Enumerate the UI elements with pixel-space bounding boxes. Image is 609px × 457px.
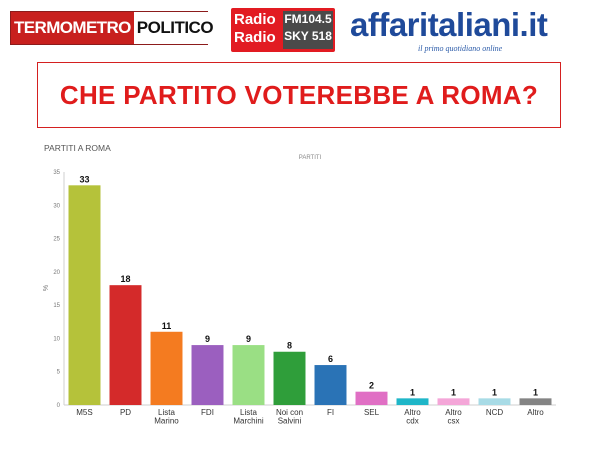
radio-radio-logo: Radio Radio FM104.5 SKY 518: [231, 8, 335, 52]
y-tick-label: 5: [57, 370, 61, 376]
termometro-politico-logo: TERMOMETRO POLITICO: [10, 11, 217, 45]
radio-line-1: Radio: [234, 11, 276, 28]
radio-radio-name: Radio Radio: [234, 11, 284, 47]
radio-freq-fm: FM104.5: [284, 12, 332, 26]
y-tick-label: 35: [53, 170, 60, 176]
x-tick-label: Altro: [527, 408, 544, 417]
x-tick-label: PD: [120, 408, 131, 417]
y-tick-label: 20: [53, 270, 60, 276]
data-label: 9: [246, 334, 251, 344]
data-label: 9: [205, 334, 210, 344]
chart-area: PARTITI A ROMA PARTITI% 0 5 10 15 20 25 30 35 33 M5…: [0, 138, 609, 457]
chart-title: PARTITI A ROMA: [44, 143, 111, 153]
bar: [150, 331, 183, 405]
bar: [109, 285, 142, 405]
data-label: 1: [451, 387, 456, 397]
bar-chart: PARTITI A ROMA PARTITI% 0 5 10 15 20 25 30 35 33 M5…: [43, 143, 556, 426]
affaritaliani-logo: affaritaliani.it il primo quotidiano onl…: [350, 6, 590, 56]
y-tick-label: 25: [53, 237, 60, 243]
x-tick-label: Noi con: [276, 408, 303, 417]
x-tick-label: Altro: [445, 408, 462, 417]
y-tick-label: 15: [53, 303, 60, 309]
bar: [478, 398, 511, 405]
radio-line-2: Radio: [234, 29, 276, 46]
data-label: 1: [533, 387, 538, 397]
x-tick-label: FI: [327, 408, 334, 417]
logo-part-termometro: TERMOMETRO: [11, 12, 134, 44]
bar: [355, 391, 388, 405]
radio-freq-sky: SKY 518: [284, 29, 332, 43]
x-tick-label: Lista: [158, 408, 175, 417]
data-label: 8: [287, 341, 292, 351]
bar: [273, 351, 306, 405]
data-label: 1: [410, 387, 415, 397]
bar: [519, 398, 552, 405]
data-label: 1: [492, 387, 497, 397]
data-label: 33: [79, 174, 89, 184]
data-label: 18: [120, 274, 130, 284]
x-tick-label: Lista: [240, 408, 257, 417]
affaritaliani-tagline: il primo quotidiano online: [418, 44, 503, 53]
x-tick-label: Marino: [154, 417, 179, 426]
y-tick-label: 0: [57, 403, 61, 409]
bar: [68, 185, 101, 405]
bar: [314, 365, 347, 405]
affaritaliani-name: affaritaliani.it: [350, 6, 548, 43]
bar: [437, 398, 470, 405]
y-tick-label: 30: [53, 203, 60, 209]
headline-box: CHE PARTITO VOTEREBBE A ROMA?: [37, 62, 561, 128]
headline-title: CHE PARTITO VOTEREBBE A ROMA?: [59, 79, 539, 110]
x-tick-label: M5S: [76, 408, 92, 417]
y-axis-label: %: [43, 285, 50, 291]
logo-part-politico: POLITICO: [133, 12, 217, 44]
x-tick-label: NCD: [486, 408, 504, 417]
x-tick-label: Marchini: [233, 417, 263, 426]
bar: [191, 345, 224, 405]
y-tick-label: 10: [53, 336, 60, 342]
x-tick-label: SEL: [364, 408, 380, 417]
x-tick-label: csx: [448, 417, 460, 426]
x-tick-label: cdx: [406, 417, 418, 426]
x-tick-label: Altro: [404, 408, 421, 417]
radio-frequency-box: FM104.5 SKY 518: [283, 11, 333, 49]
bar: [396, 398, 429, 405]
data-label: 2: [369, 381, 374, 391]
data-label: 11: [162, 321, 172, 331]
bar: [232, 345, 265, 405]
x-tick-label: Salvini: [278, 417, 302, 426]
x-tick-label: FDI: [201, 408, 214, 417]
chart-series-label: PARTITI: [299, 155, 322, 161]
data-label: 6: [328, 354, 333, 364]
